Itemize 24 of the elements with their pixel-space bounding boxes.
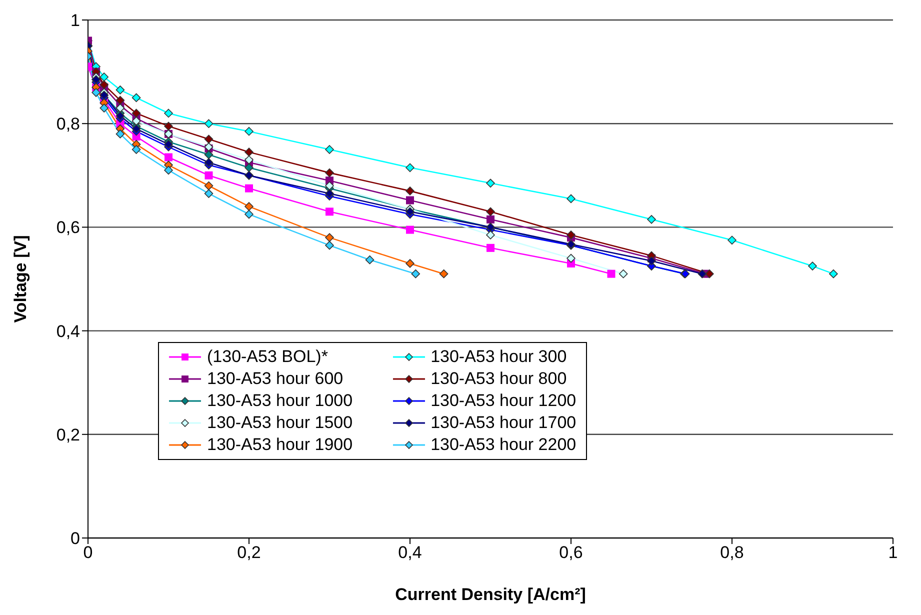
- legend-label: 130-A53 hour 2200: [430, 435, 576, 455]
- legend-label: 130-A53 hour 1200: [430, 391, 576, 411]
- x-tick-label: 0,4: [398, 543, 422, 562]
- legend-label: 130-A53 hour 1900: [207, 435, 353, 455]
- x-tick-label: 0: [83, 543, 93, 562]
- legend-label: 130-A53 hour 1000: [207, 391, 353, 411]
- legend-label: 130-A53 hour 1700: [430, 413, 576, 433]
- y-tick-label: 0,2: [56, 425, 80, 444]
- legend-label: (130-A53 BOL)*: [207, 347, 328, 367]
- y-tick-label: 1: [70, 11, 80, 30]
- x-tick-label: 0,6: [559, 543, 583, 562]
- y-tick-label: 0,8: [56, 114, 80, 134]
- y-axis-title: Voltage [V]: [11, 235, 30, 323]
- legend-label: 130-A53 hour 1500: [207, 413, 353, 433]
- legend-label: 130-A53 hour 600: [207, 369, 344, 389]
- x-tick-label: 0,8: [720, 543, 744, 562]
- y-tick-label: 0,6: [56, 218, 80, 238]
- legend-label: 130-A53 hour 300: [430, 347, 567, 367]
- x-tick-label: 0,2: [237, 543, 261, 562]
- x-axis-title: Current Density [A/cm²]: [395, 585, 586, 604]
- y-tick-label: 0,4: [56, 322, 80, 341]
- x-tick-label: 1: [888, 543, 898, 562]
- y-tick-label: 0: [70, 529, 80, 548]
- legend-label: 130-A53 hour 800: [430, 369, 567, 389]
